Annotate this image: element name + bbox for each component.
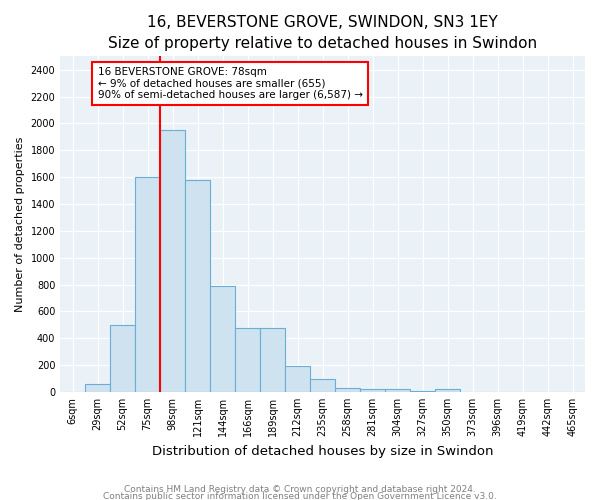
Bar	[310, 379, 335, 392]
Bar	[335, 388, 360, 392]
Bar	[285, 366, 310, 392]
Bar	[160, 130, 185, 392]
Bar	[135, 177, 160, 392]
Text: Contains public sector information licensed under the Open Government Licence v3: Contains public sector information licen…	[103, 492, 497, 500]
Bar	[110, 325, 135, 392]
Bar	[435, 389, 460, 392]
Bar	[85, 384, 110, 392]
Bar	[260, 328, 285, 392]
Text: 16 BEVERSTONE GROVE: 78sqm
← 9% of detached houses are smaller (655)
90% of semi: 16 BEVERSTONE GROVE: 78sqm ← 9% of detac…	[98, 67, 362, 100]
Bar	[210, 286, 235, 392]
X-axis label: Distribution of detached houses by size in Swindon: Distribution of detached houses by size …	[152, 444, 493, 458]
Bar	[410, 390, 435, 392]
Title: 16, BEVERSTONE GROVE, SWINDON, SN3 1EY
Size of property relative to detached hou: 16, BEVERSTONE GROVE, SWINDON, SN3 1EY S…	[108, 15, 537, 51]
Bar	[235, 328, 260, 392]
Text: Contains HM Land Registry data © Crown copyright and database right 2024.: Contains HM Land Registry data © Crown c…	[124, 486, 476, 494]
Y-axis label: Number of detached properties: Number of detached properties	[15, 136, 25, 312]
Bar	[385, 389, 410, 392]
Bar	[360, 388, 385, 392]
Bar	[185, 180, 210, 392]
